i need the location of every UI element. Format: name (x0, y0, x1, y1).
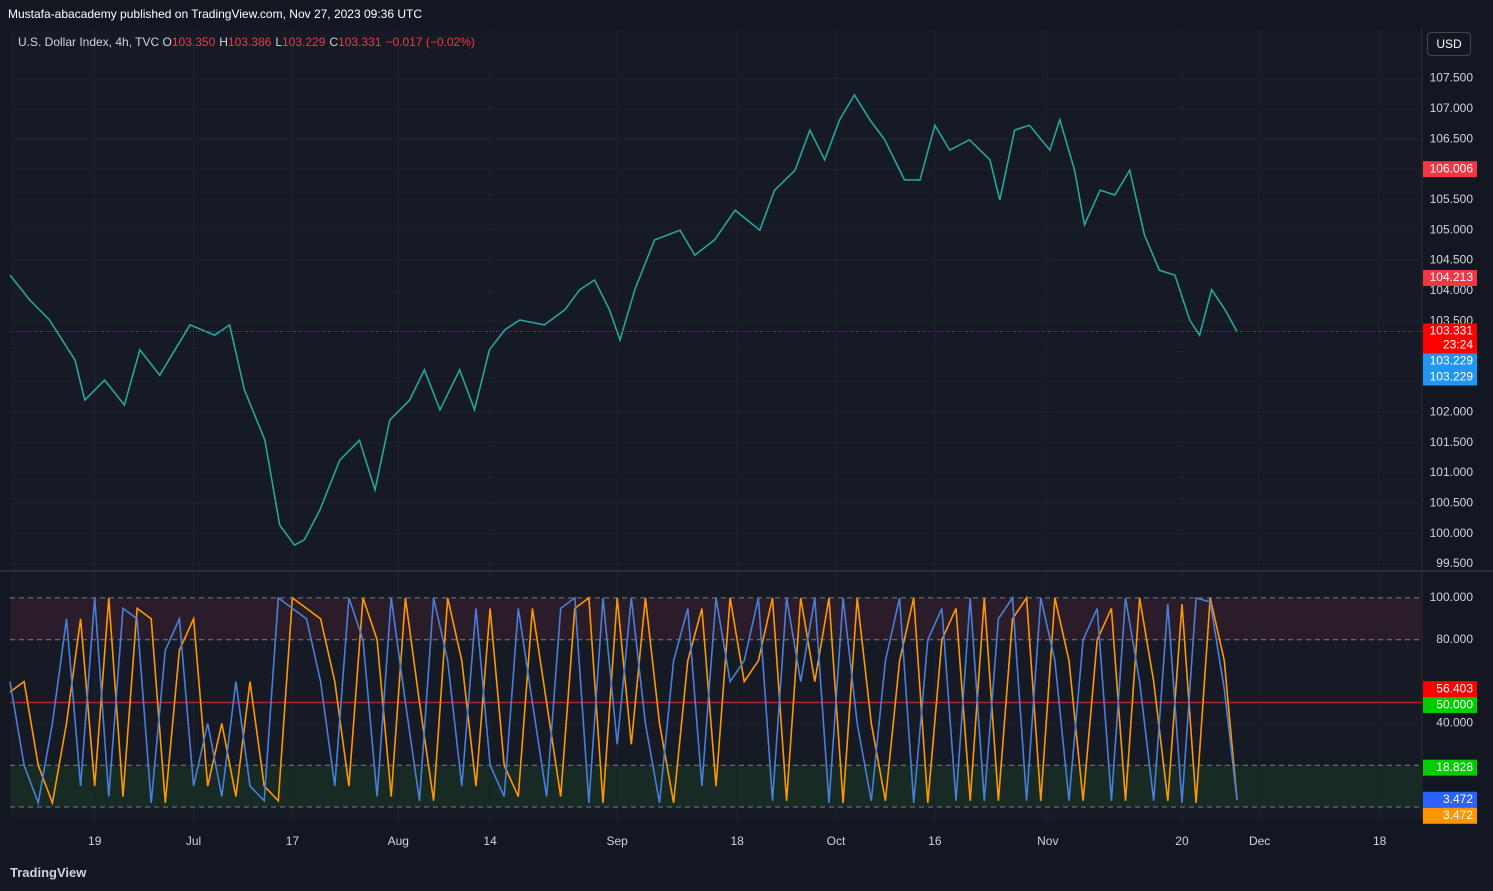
x-tick-label: 18 (1373, 834, 1387, 848)
y-tick-label: 80.000 (1436, 632, 1473, 646)
y-tick-label: 106.500 (1430, 131, 1474, 145)
y-tick-label: 105.500 (1430, 192, 1474, 206)
x-tick-label: Sep (606, 834, 628, 848)
y-tick-label: 101.000 (1430, 465, 1474, 479)
y-tick-label: 100.000 (1430, 526, 1474, 540)
price-label-box (1423, 807, 1477, 824)
x-tick-label: Nov (1037, 834, 1058, 848)
price-label: 3.472 (1443, 808, 1473, 822)
price-label: 103.229 (1430, 354, 1474, 368)
ohlc-value: 103.229 (282, 35, 326, 49)
currency-button[interactable]: USD (1427, 32, 1471, 56)
price-label: 103.331 (1430, 324, 1474, 338)
y-tick-label: 102.000 (1430, 404, 1474, 418)
x-tick-label: Dec (1249, 834, 1270, 848)
y-tick-label: 100.000 (1430, 590, 1474, 604)
ohlc-value: 103.386 (227, 35, 272, 49)
x-tick-label: 18 (731, 834, 745, 848)
y-tick-label: 105.000 (1430, 222, 1474, 236)
countdown: 23:24 (1443, 338, 1473, 352)
x-tick-label: 16 (928, 834, 942, 848)
price-label: 56.403 (1436, 681, 1473, 695)
price-label: 106.006 (1430, 161, 1474, 175)
y-tick-label: 104.000 (1430, 283, 1474, 297)
y-tick-label: 40.000 (1436, 716, 1473, 730)
x-tick-label: 20 (1175, 834, 1189, 848)
price-label: 103.229 (1430, 370, 1474, 384)
y-tick-label: 107.500 (1430, 71, 1474, 85)
x-tick-label: Oct (827, 834, 846, 848)
price-label-box (1423, 269, 1477, 286)
series-line (9, 93, 1238, 547)
price-label: 3.472 (1443, 792, 1473, 806)
series-line (9, 595, 1238, 806)
ohlc-value: 103.350 (171, 35, 216, 49)
ohlc-value: 103.331 (338, 35, 382, 49)
price-label-box (1423, 759, 1477, 776)
price-label: 18.828 (1436, 760, 1473, 774)
x-tick-label: 14 (483, 834, 497, 848)
y-tick-label: 107.000 (1430, 101, 1474, 115)
y-tick-label: 100.500 (1430, 495, 1474, 509)
price-label-box (1423, 161, 1477, 178)
y-tick-label: 104.500 (1430, 253, 1474, 267)
price-label-box (1423, 791, 1477, 808)
y-tick-label: 101.500 (1430, 435, 1474, 449)
footer-brand: TradingView (10, 865, 87, 880)
x-tick-label: Aug (388, 834, 409, 848)
price-label: 104.213 (1430, 270, 1474, 284)
plot-background (10, 30, 1422, 820)
price-label-box (1423, 353, 1477, 370)
ohlc-key: H (219, 35, 228, 49)
price-label-box (1423, 369, 1477, 386)
x-tick-label: 19 (88, 834, 102, 848)
ohlc: O103.350 H103.386 L103.229 C103.331 (163, 35, 386, 49)
y-tick-label: 99.500 (1436, 556, 1473, 570)
symbol: U.S. Dollar Index, 4h, TVC (18, 35, 160, 49)
ohlc-key: O (162, 35, 172, 49)
ohlc-key: L (275, 35, 282, 49)
x-tick-label: 17 (286, 834, 300, 848)
x-tick-label: Jul (186, 834, 201, 848)
ohlc-key: C (329, 35, 339, 49)
price-label-box (1423, 697, 1477, 714)
publisher: Mustafa-abacademy published on TradingVi… (8, 7, 423, 21)
price-label-box (1423, 681, 1477, 698)
price-label-box (1423, 323, 1477, 354)
legend: U.S. Dollar Index, 4h, TVC O103.350 H103.… (18, 35, 479, 49)
price-label: 50.000 (1436, 697, 1473, 711)
change: −0.017 (−0.02%) (385, 35, 475, 49)
